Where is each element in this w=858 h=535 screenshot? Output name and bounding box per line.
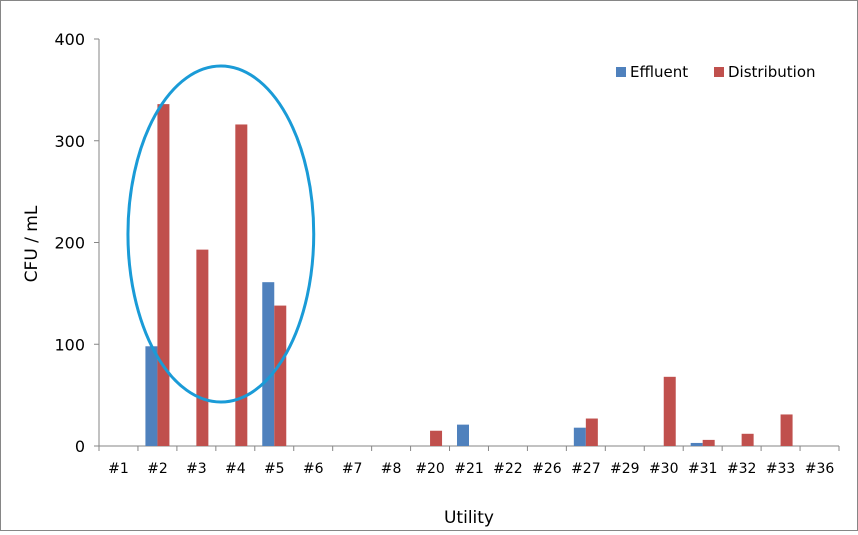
legend-label-distribution: Distribution — [728, 63, 816, 81]
annotation-ellipse — [126, 64, 316, 404]
x-tick-label: #5 — [264, 461, 285, 477]
x-tick-label: #4 — [225, 461, 246, 477]
bar-distribution-2 — [157, 104, 170, 447]
legend: Effluent Distribution — [616, 63, 816, 81]
axes — [94, 38, 840, 451]
x-tick-label: #7 — [342, 461, 363, 477]
bar-distribution-33 — [780, 414, 793, 446]
bar-distribution-32 — [741, 433, 754, 446]
x-tick-label: #29 — [610, 461, 640, 477]
bar-distribution-30 — [663, 376, 676, 446]
x-axis-label: Utility — [444, 508, 494, 528]
tick-labels: 0 100 200 300 400 #1 #2 #3 #4 #5 #6 #7 #8 #20 #21 #22 #2… — [54, 30, 834, 477]
x-tick-label: #32 — [727, 461, 757, 477]
x-tick-label: #36 — [805, 461, 835, 477]
bar-effluent-31 — [690, 442, 703, 446]
annotation — [126, 64, 316, 404]
x-tick-label: #27 — [571, 461, 601, 477]
legend-label-effluent: Effluent — [630, 63, 688, 81]
bar-effluent-27 — [573, 427, 586, 446]
x-tick-label: #33 — [766, 461, 796, 477]
bar-effluent-5 — [262, 282, 275, 446]
y-tick-label: 400 — [54, 30, 85, 49]
y-axis-label: CFU / mL — [22, 205, 42, 282]
x-tick-label: #31 — [688, 461, 718, 477]
bar-distribution-20 — [430, 430, 443, 446]
bar-distribution-31 — [702, 439, 715, 446]
x-tick-label: #20 — [415, 461, 445, 477]
x-tick-label: #6 — [303, 461, 324, 477]
x-tick-label: #8 — [381, 461, 402, 477]
x-tick-label: #22 — [493, 461, 523, 477]
bar-distribution-3 — [196, 249, 209, 446]
y-tick-label: 0 — [75, 437, 85, 456]
x-tick-label: #1 — [108, 461, 129, 477]
bar-effluent-21 — [457, 424, 469, 446]
y-tick-label: 100 — [54, 335, 85, 354]
x-tick-label: #26 — [532, 461, 562, 477]
y-tick-label: 300 — [54, 132, 85, 151]
x-tick-label: #2 — [147, 461, 168, 477]
bar-distribution-4 — [235, 124, 248, 446]
bars — [145, 104, 793, 447]
bar-effluent-2 — [145, 346, 158, 446]
legend-swatch-effluent — [616, 67, 626, 77]
y-tick-label: 200 — [54, 234, 85, 253]
bar-distribution-27 — [585, 418, 598, 446]
bar-distribution-5 — [274, 305, 287, 446]
x-tick-label: #30 — [649, 461, 679, 477]
legend-swatch-distribution — [714, 67, 724, 77]
x-tick-label: #21 — [454, 461, 484, 477]
x-tick-label: #3 — [186, 461, 207, 477]
